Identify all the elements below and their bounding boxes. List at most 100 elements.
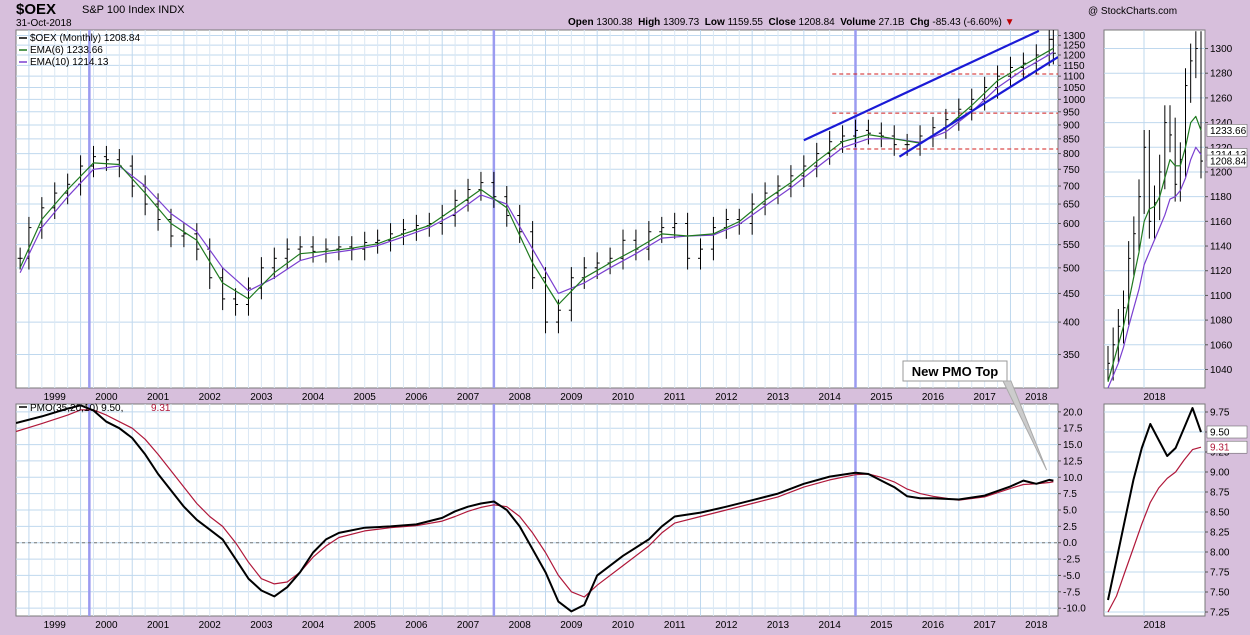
- price-year-label: 2002: [199, 392, 222, 403]
- price-tick-label: 650: [1063, 200, 1080, 211]
- open-label: Open: [568, 17, 594, 28]
- pmo-inset-pmo-line: [1107, 407, 1202, 601]
- chg-value: -85.43 (-6.60%): [932, 17, 1002, 28]
- pmo-inset-tag-signal: 9.31: [1210, 443, 1230, 454]
- pmo-legend-entry: PMO(35,20,10) 9.50,: [30, 403, 123, 414]
- pmo-inset-tick-label: 8.00: [1210, 548, 1230, 559]
- price-inset-tick-label: 1240: [1210, 118, 1233, 129]
- chart-security-name: S&P 100 Index INDX: [82, 4, 185, 16]
- price-inset-ema6-line: [1107, 115, 1202, 382]
- pmo-tick-label: -7.5: [1063, 587, 1081, 598]
- price-tick-label: 850: [1063, 134, 1080, 145]
- chart-date: 31-Oct-2018: [16, 18, 72, 29]
- pmo-inset-signal-line: [1107, 446, 1202, 613]
- annotation-text: New PMO Top: [912, 364, 998, 379]
- price-year-label: 2008: [509, 392, 532, 403]
- pmo-year-label: 2017: [974, 620, 997, 631]
- price-tick-label: 1100: [1063, 72, 1085, 83]
- pmo-inset-year-label: 2018: [1143, 620, 1166, 631]
- low-value: 1159.55: [727, 17, 763, 28]
- price-year-label: 2013: [767, 392, 790, 403]
- channel-line: [803, 30, 1040, 142]
- price-tick-label: 950: [1063, 107, 1080, 118]
- pmo-tick-label: -5.0: [1063, 571, 1081, 582]
- high-value: 1309.73: [663, 17, 700, 28]
- price-year-label: 2012: [715, 392, 738, 403]
- channel-line: [898, 56, 1058, 158]
- price-year-label: 2017: [974, 392, 997, 403]
- pmo-year-label: 2000: [95, 620, 118, 631]
- pmo-inset-tick-label: 8.75: [1210, 488, 1230, 499]
- chart-symbol: $OEX: [16, 1, 57, 18]
- quote-bar: Open 1300.38 High 1309.73 Low 1159.55 Cl…: [568, 17, 1015, 28]
- price-inset-tick-label: 1100: [1210, 291, 1232, 302]
- pmo-year-label: 2014: [819, 620, 842, 631]
- pmo-year-label: 2002: [199, 620, 222, 631]
- pmo-inset-tick-label: 8.50: [1210, 508, 1230, 519]
- close-label: Close: [768, 17, 796, 28]
- price-tick-label: 1000: [1063, 95, 1086, 106]
- price-year-label: 2001: [147, 392, 170, 403]
- price-tick-label: 900: [1063, 120, 1080, 131]
- price-tick-label: 400: [1063, 318, 1080, 329]
- price-inset-tick-label: 1300: [1210, 44, 1233, 55]
- pmo-tick-label: 12.5: [1063, 456, 1083, 467]
- annotation-pointer: [1002, 380, 1048, 471]
- price-tick-label: 1300: [1063, 31, 1086, 42]
- pmo-tick-label: 2.5: [1063, 522, 1077, 533]
- ema10-line: [19, 51, 1054, 294]
- price-tick-label: 550: [1063, 240, 1080, 251]
- pmo-inset-tick-label: 7.75: [1210, 568, 1230, 579]
- price-year-label: 2006: [405, 392, 428, 403]
- pmo-year-label: 2006: [405, 620, 428, 631]
- volume-label: Volume: [840, 17, 876, 28]
- price-year-label: 2005: [354, 392, 377, 403]
- price-year-label: 2003: [250, 392, 273, 403]
- price-year-label: 2007: [457, 392, 480, 403]
- pmo-inset-frame: [1103, 403, 1206, 617]
- price-legend-entry: EMA(10) 1214.13: [30, 57, 109, 68]
- price-inset-tick-label: 1160: [1210, 217, 1232, 228]
- price-inset-tick-label: 1060: [1210, 340, 1233, 351]
- pmo-inset-tag-pmo-bg: [1206, 425, 1248, 439]
- pmo-year-label: 2010: [612, 620, 635, 631]
- annotation-box: [902, 360, 1008, 382]
- price-tick-label: 800: [1063, 149, 1080, 160]
- low-label: Low: [704, 17, 725, 28]
- price-inset-year-label: 2018: [1143, 392, 1166, 403]
- price-year-label: 2009: [560, 392, 583, 403]
- price-year-label: 2015: [870, 392, 893, 403]
- volume-value: 27.1B: [878, 17, 905, 28]
- pmo-legend-signal: 9.31: [151, 403, 171, 414]
- pmo-inset-tick-label: 8.25: [1210, 528, 1230, 539]
- price-tick-label: 600: [1063, 219, 1080, 230]
- price-year-label: 2010: [612, 392, 635, 403]
- price-legend-entry: EMA(6) 1233.66: [30, 45, 103, 56]
- pmo-tick-label: -10.0: [1063, 604, 1086, 615]
- pmo-tick-label: 20.0: [1063, 407, 1083, 418]
- pmo-tick-label: 7.5: [1063, 489, 1077, 500]
- price-inset-tag-ema6-bg: [1206, 124, 1248, 137]
- pmo-year-label: 2016: [922, 620, 945, 631]
- price-year-label: 2000: [95, 392, 118, 403]
- credit-text: @ StockCharts.com: [1088, 6, 1178, 17]
- price-inset-tick-label: 1180: [1210, 192, 1232, 203]
- pmo-year-label: 2003: [250, 620, 273, 631]
- pmo-year-label: 2005: [354, 620, 377, 631]
- price-tick-label: 1150: [1063, 61, 1085, 72]
- price-year-label: 2014: [819, 392, 842, 403]
- price-tick-label: 450: [1063, 289, 1080, 300]
- pmo-tick-label: 15.0: [1063, 440, 1083, 451]
- price-inset-tag-close: 1208.84: [1210, 157, 1247, 168]
- pmo-year-label: 2008: [509, 620, 532, 631]
- close-value: 1208.84: [798, 17, 835, 28]
- pmo-year-label: 2015: [870, 620, 893, 631]
- price-tick-label: 350: [1063, 350, 1080, 361]
- open-value: 1300.38: [596, 17, 633, 28]
- price-year-label: 1999: [44, 392, 67, 403]
- pmo-year-label: 2013: [767, 620, 790, 631]
- pmo-tick-label: 0.0: [1063, 538, 1077, 549]
- price-legend-entry: $OEX (Monthly) 1208.84: [30, 33, 140, 44]
- price-tick-label: 1200: [1063, 51, 1086, 62]
